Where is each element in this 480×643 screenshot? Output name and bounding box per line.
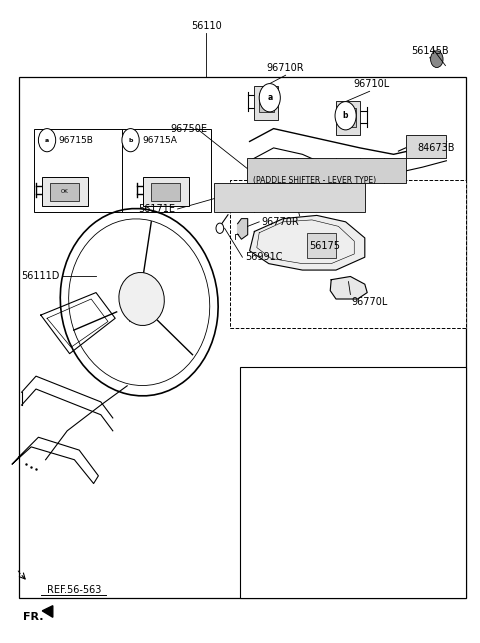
Circle shape bbox=[259, 84, 280, 112]
Text: 96750E: 96750E bbox=[170, 123, 207, 134]
Polygon shape bbox=[330, 276, 367, 299]
Text: 96710L: 96710L bbox=[354, 78, 390, 89]
Text: FR.: FR. bbox=[23, 612, 44, 622]
Circle shape bbox=[38, 129, 56, 152]
Text: b: b bbox=[128, 138, 133, 143]
Polygon shape bbox=[238, 219, 248, 239]
Bar bbox=[230, 180, 466, 328]
Bar bbox=[50, 183, 79, 201]
Text: 96770R: 96770R bbox=[262, 217, 300, 227]
Bar bbox=[214, 183, 365, 212]
Text: OK: OK bbox=[61, 189, 69, 194]
Circle shape bbox=[122, 129, 139, 152]
Bar bbox=[336, 101, 360, 135]
Bar bbox=[240, 367, 466, 598]
Circle shape bbox=[216, 223, 224, 233]
Bar bbox=[143, 177, 189, 206]
Polygon shape bbox=[42, 606, 53, 617]
Bar bbox=[19, 77, 466, 598]
Circle shape bbox=[335, 102, 356, 130]
Bar bbox=[406, 135, 446, 158]
Bar bbox=[254, 86, 278, 120]
Text: REF.56-563: REF.56-563 bbox=[47, 585, 102, 595]
Text: a: a bbox=[45, 138, 49, 143]
Text: 56175: 56175 bbox=[310, 240, 341, 251]
Text: 96710R: 96710R bbox=[267, 62, 304, 73]
Bar bbox=[341, 108, 356, 127]
Bar bbox=[247, 158, 406, 183]
Bar bbox=[34, 129, 211, 212]
Bar bbox=[42, 177, 88, 206]
Text: a: a bbox=[267, 93, 272, 102]
Ellipse shape bbox=[119, 273, 164, 325]
Text: 56145B: 56145B bbox=[411, 46, 448, 57]
Text: b: b bbox=[343, 111, 348, 120]
Circle shape bbox=[431, 51, 443, 68]
Text: 56991C: 56991C bbox=[245, 252, 282, 262]
Text: (PADDLE SHIFTER - LEVER TYPE): (PADDLE SHIFTER - LEVER TYPE) bbox=[253, 176, 376, 185]
Text: 96715A: 96715A bbox=[142, 136, 177, 145]
Text: 84673B: 84673B bbox=[418, 143, 455, 153]
Polygon shape bbox=[250, 215, 365, 270]
Text: 56111D: 56111D bbox=[22, 271, 60, 282]
Bar bbox=[259, 93, 274, 112]
Bar bbox=[151, 183, 180, 201]
Text: 56171E: 56171E bbox=[138, 204, 175, 214]
Bar bbox=[307, 233, 336, 258]
Text: 96770L: 96770L bbox=[351, 297, 388, 307]
Text: 96715B: 96715B bbox=[59, 136, 94, 145]
Text: 56110: 56110 bbox=[191, 21, 222, 31]
